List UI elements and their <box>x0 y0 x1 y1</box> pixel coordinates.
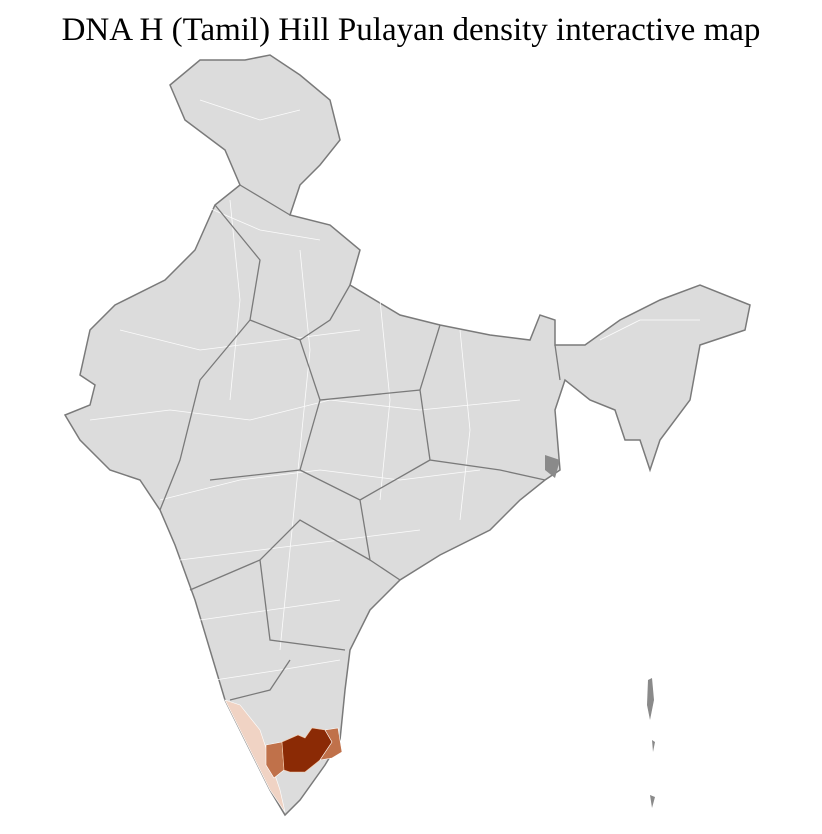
india-outline <box>63 54 751 817</box>
map-title: DNA H (Tamil) Hill Pulayan density inter… <box>61 12 761 48</box>
region-kerala-low[interactable] <box>224 699 286 813</box>
region-tn-west-medium[interactable] <box>265 741 285 779</box>
region-tn-east-medium[interactable] <box>319 727 343 761</box>
andaman-islands <box>545 455 655 808</box>
district-borders <box>89 99 700 681</box>
density-regions[interactable] <box>224 699 343 813</box>
state-borders <box>159 184 561 701</box>
